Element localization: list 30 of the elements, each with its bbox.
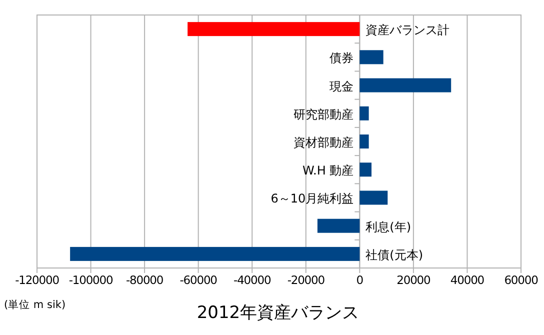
x-tick-label: -80000 (126, 273, 164, 287)
bar (360, 78, 452, 92)
bar (360, 106, 369, 120)
x-tick-label: 60000 (504, 273, 538, 287)
y-tick-label: 現金 (330, 79, 354, 94)
y-tick-label: W.H 動産 (302, 164, 354, 178)
y-tick-label: 利息(年) (366, 220, 412, 234)
x-tick-label: -20000 (287, 273, 325, 287)
bar (360, 134, 369, 148)
bar (360, 162, 372, 177)
bar (188, 22, 360, 36)
bar (360, 50, 384, 64)
y-tick-label: 6～10月純利益 (270, 192, 354, 206)
bar (317, 218, 360, 233)
x-tick-label: 0 (356, 273, 364, 287)
x-tick-label: 40000 (450, 273, 484, 287)
bar (70, 246, 360, 261)
y-tick-label: 社債(元本) (366, 248, 424, 262)
y-tick-label: 債券 (330, 51, 354, 66)
y-tick-label: 研究部動産 (294, 107, 354, 122)
bar (360, 190, 388, 205)
text: (単位 m sik) (4, 299, 66, 311)
x-tick-label: -60000 (180, 273, 218, 287)
text: 2012年資産バランス (196, 303, 360, 323)
x-tick-label: -40000 (234, 273, 271, 287)
x-tick-label: -100000 (68, 273, 113, 287)
x-tick-label: -120000 (15, 273, 60, 287)
x-tick-label: 20000 (396, 273, 431, 287)
y-tick-label: 資産バランス計 (366, 23, 450, 38)
y-tick-label: 資材部動産 (294, 136, 354, 150)
